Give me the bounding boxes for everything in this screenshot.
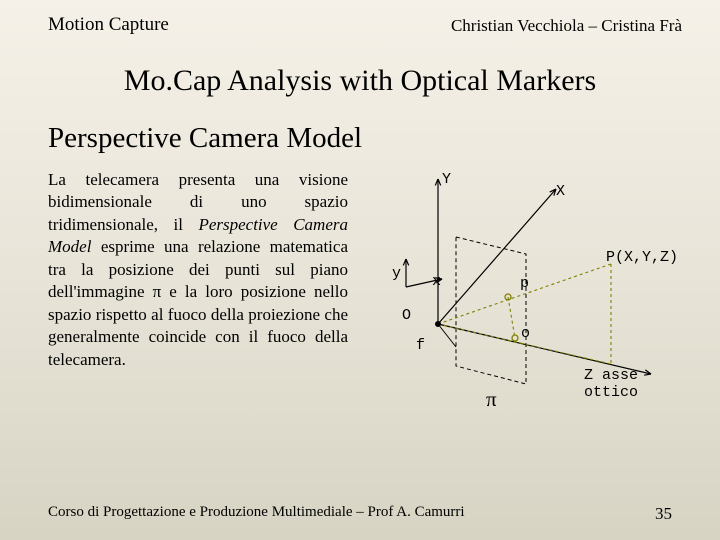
axis-y-small-label: y — [392, 265, 401, 282]
body-paragraph: La telecamera presenta una visione bidim… — [48, 169, 348, 429]
focus-O-label: O — [402, 307, 411, 324]
page-number: 35 — [655, 504, 672, 524]
header-left: Motion Capture — [48, 14, 169, 36]
point-o-label: o — [521, 325, 530, 342]
axis-Z-label: Z asse ottico — [584, 367, 696, 401]
point-P-label: P(X,Y,Z) — [606, 249, 678, 266]
page-title: Mo.Cap Analysis with Optical Markers — [0, 64, 720, 98]
axis-X-label: X — [556, 183, 565, 200]
footer-text: Corso di Progettazione e Produzione Mult… — [48, 504, 465, 524]
focal-f-label: f — [416, 337, 425, 354]
section-subtitle: Perspective Camera Model — [0, 122, 720, 155]
header-right: Christian Vecchiola – Cristina Frà — [451, 14, 682, 36]
perspective-camera-diagram: Y X Z asse ottico y x O f P(X,Y,Z) p o π — [356, 169, 696, 429]
axis-Y-label: Y — [442, 171, 451, 188]
plane-pi-label: π — [486, 387, 497, 412]
axis-x-small-label: x — [432, 273, 441, 290]
point-p-label: p — [520, 275, 529, 292]
